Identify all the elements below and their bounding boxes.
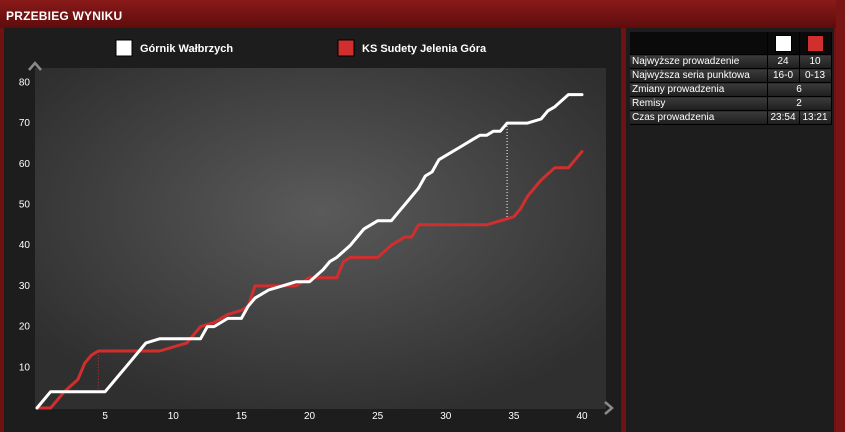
x-tick-label: 30 [440,411,452,422]
stat-label: Najwyższe prowadzenie [630,54,768,69]
stats-table: Najwyższe prowadzenie 24 10 Najwyższa se… [630,32,832,125]
right-border [836,0,845,432]
stats-row-ties: Remisy 2 [630,96,832,111]
stat-value-team-b: 13:21 [799,110,832,125]
y-tick-label: 20 [19,322,31,333]
y-axis-arrow-icon [28,61,42,71]
x-tick-label: 10 [168,411,180,422]
x-tick-label: 15 [236,411,248,422]
y-tick-label: 40 [19,240,31,251]
legend-swatch-team-b [337,39,355,57]
stat-value: 2 [767,96,832,111]
legend-swatch-team-a [115,39,133,57]
header-bar: PRZEBIEG WYNIKU [0,0,845,28]
stat-value-team-a: 16-0 [767,68,800,83]
y-tick-label: 50 [19,199,31,210]
y-tick-label: 80 [19,77,31,88]
stat-label: Zmiany prowadzenia [630,82,768,97]
stats-row-highest-lead: Najwyższe prowadzenie 24 10 [630,54,832,69]
page-title: PRZEBIEG WYNIKU [6,9,123,23]
stat-value-team-b: 0-13 [799,68,832,83]
series-layer [35,93,584,410]
team-a-color-swatch [774,34,792,52]
stat-label: Czas prowadzenia [630,110,768,125]
stat-label: Najwyższa seria punktowa [630,68,768,83]
stats-row-best-run: Najwyższa seria punktowa 16-0 0-13 [630,68,832,83]
team-b-color-swatch [806,34,824,52]
legend: Górnik Wałbrzych KS Sudety Jelenia Góra [115,39,487,57]
x-axis-arrow-icon [604,401,614,415]
max-lead-markers [97,123,508,392]
series-line-1 [35,150,584,410]
stats-header-row [630,32,832,55]
x-axis-ticks: 5 10 15 20 25 30 35 40 [102,411,588,422]
y-tick-label: 70 [19,118,31,129]
series-line-0 [35,93,584,410]
stat-label: Remisy [630,96,768,111]
plot-area [35,68,606,409]
y-tick-label: 60 [19,159,31,170]
stats-row-time-leading: Czas prowadzenia 23:54 13:21 [630,110,832,125]
x-tick-label: 25 [372,411,384,422]
score-progression-chart: Górnik Wałbrzych KS Sudety Jelenia Góra … [19,39,614,422]
stat-value-team-a: 24 [767,54,800,69]
chart-panel: Górnik Wałbrzych KS Sudety Jelenia Góra … [4,28,621,432]
y-tick-label: 30 [19,281,31,292]
stats-panel: Najwyższe prowadzenie 24 10 Najwyższa se… [626,28,834,432]
y-tick-label: 10 [19,362,31,373]
legend-label-team-a: Górnik Wałbrzych [140,43,233,55]
stat-value-team-a: 23:54 [767,110,800,125]
y-axis-ticks: 10 20 30 40 50 60 70 80 [19,77,31,373]
stat-value-team-b: 10 [799,54,832,69]
x-tick-label: 20 [304,411,316,422]
x-tick-label: 35 [508,411,520,422]
x-tick-label: 5 [102,411,108,422]
x-tick-label: 40 [576,411,588,422]
stat-value: 6 [767,82,832,97]
legend-label-team-b: KS Sudety Jelenia Góra [362,43,487,55]
stats-row-lead-changes: Zmiany prowadzenia 6 [630,82,832,97]
